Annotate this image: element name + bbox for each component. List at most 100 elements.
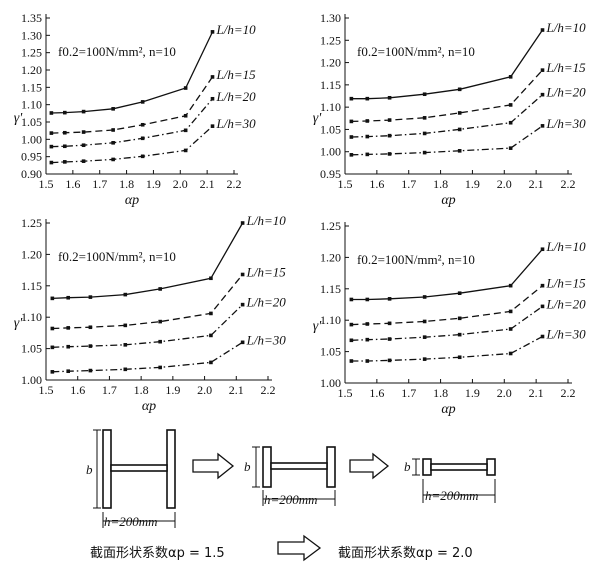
series-label-1: L/h=10 [546,20,587,35]
data-point [422,357,427,361]
data-point [387,358,392,363]
data-point [422,92,427,97]
x-tick-label: 2.1 [200,177,215,191]
data-point [422,116,427,120]
chart-bottom-left: 1.5 1.6 1.7 1.8 1.9 2.0 2.1 2.2 1.00 1.05 1.10 1.15… [14,213,287,414]
y-tick-label: 1.25 [320,33,341,47]
series-label-1: L/h=10 [546,239,587,254]
x-tick-label: 1.9 [146,177,161,191]
x-axis-title: αp [142,399,156,414]
y-tick-label: 1.15 [21,80,42,94]
x-tick-label: 1.9 [165,383,180,397]
dimension-b-3 [412,458,420,476]
y-tick-label: 1.00 [320,145,341,159]
data-point [50,370,55,374]
data-point [457,316,462,321]
data-point [387,152,392,156]
x-tick-label: 2.2 [227,177,242,191]
data-point [349,359,354,363]
dimension-b-1 [93,429,101,509]
data-point [49,144,54,149]
data-point [66,326,70,330]
data-point [240,302,245,307]
x-tick-label: 1.7 [92,177,107,191]
chart-top-right: 1.5 1.6 1.7 1.8 1.9 2.0 2.1 2.2 0.95 1.00 1.05 1.10… [313,11,586,208]
series-label-4: L/h=30 [216,116,257,131]
series-label-2: L/h=15 [546,276,587,291]
data-point [540,124,545,128]
series-label-3: L/h=20 [546,296,587,311]
series-label-3: L/h=20 [216,89,257,104]
data-point [457,127,462,132]
x-tick-label: 2.1 [529,386,544,400]
dimension-h-label-2: h=200mm [264,492,318,507]
data-point [365,152,370,157]
data-point [508,146,513,150]
dimension-h-1 [102,512,176,528]
data-point [88,344,93,348]
y-axis-title: γ' [14,111,24,126]
data-point [349,338,354,343]
data-point [111,157,115,162]
data-point [81,130,86,134]
dimension-b-label-1: b [86,462,93,477]
x-tick-label: 1.7 [401,177,416,191]
data-point [63,130,67,135]
x-tick-label: 1.9 [465,177,480,191]
data-point [81,109,86,114]
parameter-annotation: f0.2=100N/mm², n=10 [58,44,176,59]
data-point [183,128,188,133]
series-line-2 [351,69,543,123]
chart-top-left: 1.5 1.6 1.7 1.8 1.9 2.0 2.1 2.2 0.90 0.95 1.00 1.05… [14,11,256,208]
data-point [540,247,545,252]
series-line-4 [51,125,213,164]
data-point [209,276,213,281]
x-axis-title: αp [125,193,139,208]
data-point [66,295,70,300]
section-diagram: b h=200mm b h=200mm [86,429,496,562]
y-tick-label: 1.10 [21,98,42,112]
data-point [422,319,427,324]
data-point [457,332,462,337]
data-point [349,135,354,139]
transition-arrow-1 [192,452,235,480]
y-tick-label: 1.25 [320,219,341,233]
data-point [365,359,370,363]
x-tick-label: 2.1 [229,383,244,397]
y-tick-label: 1.10 [320,100,341,114]
data-point [349,119,354,124]
data-point [365,119,370,123]
data-point [540,92,545,97]
y-tick-label: 1.25 [21,216,42,230]
x-tick-label: 1.9 [465,386,480,400]
y-axis-title: γ' [14,316,24,331]
dimension-h-3 [422,479,496,503]
series-line-3 [51,98,213,148]
data-point [111,128,115,132]
data-point [209,333,213,338]
data-point [508,351,513,356]
dimension-b-2 [252,446,260,488]
data-point [49,111,54,115]
x-tick-label: 2.2 [561,177,576,191]
series-label-2: L/h=15 [546,60,587,75]
data-point [540,28,545,32]
data-point [183,113,188,118]
data-point [349,297,354,302]
series-label-4: L/h=30 [546,327,587,342]
y-tick-label: 1.30 [320,11,341,25]
y-tick-label: 1.05 [21,115,42,129]
data-point [422,295,427,299]
data-point [140,100,145,104]
dimension-h-label-3: h=200mm [425,488,479,503]
x-tick-label: 1.7 [401,386,416,400]
data-point [508,120,513,125]
caption-arrow [277,534,322,562]
dimension-h-2 [262,490,336,506]
x-axis-title: αp [441,402,455,417]
data-point [240,221,245,225]
data-point [508,283,513,288]
x-tick-label: 2.0 [497,386,512,400]
y-tick-label: 0.95 [21,150,42,164]
